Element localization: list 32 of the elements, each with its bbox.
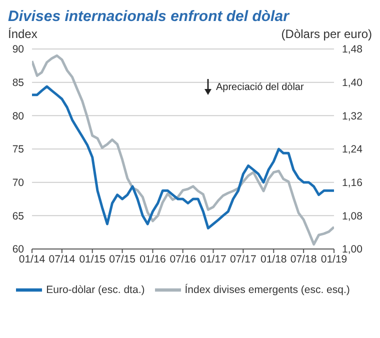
- annotation: Apreciació del dòlar: [216, 82, 304, 92]
- legend-label: Índex divises emergents (esc. esq.): [184, 284, 350, 296]
- x-tick-label: 07/17: [230, 253, 256, 266]
- y-tick-label: 85: [12, 77, 24, 90]
- y-tick-label: 75: [12, 144, 24, 156]
- x-tick-label: 01/18: [260, 253, 287, 266]
- y2-tick-label: 1,08: [342, 210, 363, 222]
- y-tick-label: 70: [12, 177, 24, 190]
- y-tick-label: 60: [12, 244, 24, 256]
- chart-title: Divises internacionals enfront del dòlar: [8, 8, 291, 25]
- legend-label: Euro-dòlar (esc. dta.): [46, 284, 145, 296]
- x-tick-label: 01/14: [18, 253, 46, 266]
- y2-tick-label: 1,24: [342, 144, 363, 156]
- y-tick-label: 65: [12, 210, 24, 222]
- y2-tick-label: 1,48: [342, 44, 363, 56]
- y-tick-label: 80: [12, 110, 24, 122]
- x-tick-label: 01/16: [140, 253, 166, 266]
- y2-tick-label: 1,32: [342, 110, 363, 122]
- line-series: [32, 54, 334, 246]
- y2-tick-label: 1,00: [342, 244, 363, 256]
- x-tick-label: 07/14: [48, 253, 76, 266]
- y2-tick-label: 1,40: [342, 77, 363, 90]
- x-tick-label: 07/15: [109, 253, 136, 266]
- y2-axis-title: (Dòlars per euro): [281, 27, 372, 41]
- y2-tick-label: 1,16: [342, 177, 363, 190]
- y-axis-title: Índex: [8, 27, 38, 41]
- x-tick-label: 07/18: [290, 253, 317, 266]
- y-tick-label: 90: [12, 44, 24, 56]
- x-tick-label: 07/16: [170, 253, 196, 266]
- x-tick-label: 01/19: [320, 253, 348, 266]
- x-tick-label: 01/15: [79, 253, 106, 266]
- x-tick-label: 01/17: [200, 253, 227, 266]
